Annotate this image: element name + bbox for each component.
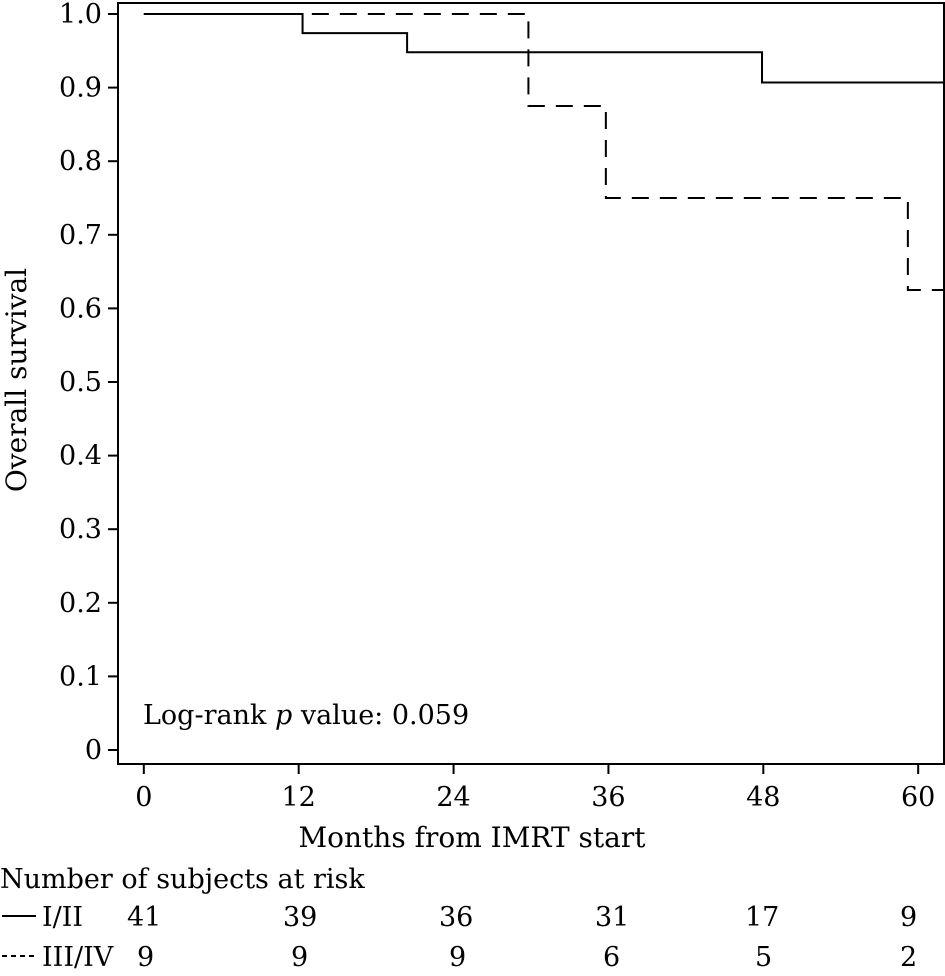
risk-count: 17	[745, 902, 780, 933]
risk-row-label: III/IV	[42, 942, 114, 973]
risk-count: 41	[127, 902, 162, 933]
plot-area: 0 0.1 0.2 0.3 0.4 0.5 0.6 0.7 0.8 0.9 1.0 0 12 24 36 48…	[59, 0, 945, 813]
y-tick-label: 0.3	[59, 514, 102, 545]
plot-frame	[117, 2, 945, 765]
x-tick-label: 12	[282, 782, 316, 813]
y-tick-label: 0.7	[59, 220, 102, 251]
risk-row-label: I/II	[42, 902, 84, 933]
x-tick-label: 24	[436, 782, 470, 813]
y-tick-label: 0.1	[59, 661, 102, 692]
risk-count: 9	[900, 902, 918, 933]
y-axis-label: Overall survival	[0, 268, 33, 492]
risk-count: 39	[283, 902, 318, 933]
risk-count: 5	[755, 942, 773, 973]
logrank-annotation: Log-rank p value: 0.059	[143, 700, 469, 731]
logrank-p: p	[275, 700, 292, 731]
risk-count: 9	[291, 942, 309, 973]
y-tick-label: 0.6	[59, 293, 102, 324]
logrank-suffix: value: 0.059	[292, 700, 469, 731]
logrank-prefix: Log-rank	[143, 700, 275, 731]
risk-count: 2	[900, 942, 918, 973]
survival-curve-i-ii	[143, 13, 945, 116]
x-tick-label: 0	[135, 782, 152, 813]
y-tick-label: 0.5	[59, 367, 102, 398]
y-tick-label: 0	[85, 735, 102, 766]
y-tick-label: 0.8	[59, 146, 102, 177]
y-tick-label: 1.0	[59, 0, 102, 30]
risk-count: 9	[137, 942, 155, 973]
risk-count: 6	[603, 942, 621, 973]
solid-line-icon	[2, 915, 36, 917]
x-axis-label: Months from IMRT start	[298, 821, 646, 854]
x-tick-label: 60	[901, 782, 935, 813]
survival-curve-iii-iv	[143, 13, 945, 446]
risk-table-title: Number of subjects at risk	[0, 864, 365, 895]
risk-count: 9	[449, 942, 467, 973]
x-tick-label: 48	[746, 782, 780, 813]
y-tick-label: 0.2	[59, 588, 102, 619]
y-tick-label: 0.4	[59, 441, 102, 472]
risk-count: 36	[439, 902, 474, 933]
dashed-line-icon	[2, 955, 36, 957]
risk-count: 31	[595, 902, 630, 933]
x-tick-label: 36	[591, 782, 625, 813]
y-tick-label: 0.9	[59, 73, 102, 104]
